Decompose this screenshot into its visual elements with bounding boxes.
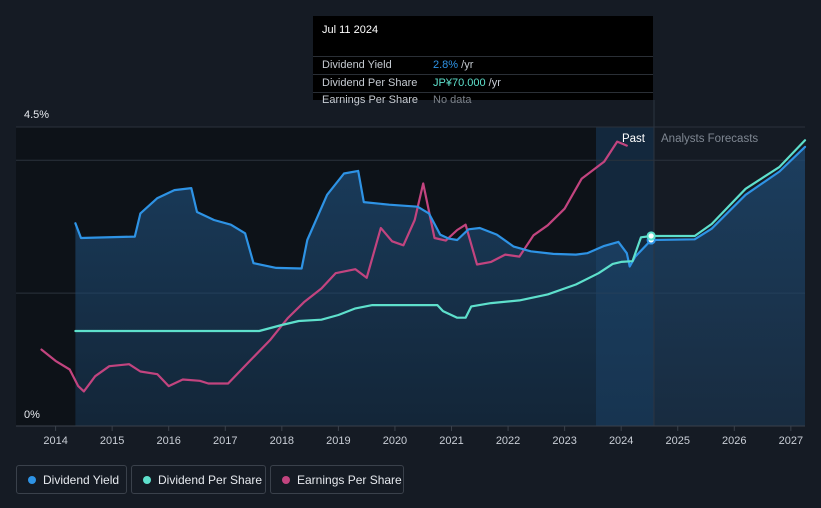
hover-marker-dividend-per-share bbox=[646, 231, 656, 241]
hover-markers bbox=[646, 231, 656, 245]
tooltip-row-eps-content: Earnings Per Share No data bbox=[313, 92, 653, 110]
series-line-dividend-per-share bbox=[74, 139, 807, 333]
x-tick-label: 2022 bbox=[496, 435, 520, 447]
y-label-top: 4.5% bbox=[24, 109, 49, 121]
x-tick-label: 2018 bbox=[270, 435, 294, 447]
series-area-dividend-yield bbox=[75, 146, 805, 426]
x-tick-label: 2025 bbox=[665, 435, 689, 447]
tooltip-row-value: JP¥70.000 bbox=[433, 77, 486, 89]
x-tick-label: 2027 bbox=[779, 435, 803, 447]
tooltip-row-dividend-yield: Dividend Yield 2.8% /yr bbox=[313, 56, 653, 74]
legend-label: Earnings Per Share bbox=[297, 473, 402, 487]
forecast-label: Analysts Forecasts bbox=[661, 133, 758, 145]
tooltip-date: Jul 11 2024 bbox=[322, 24, 379, 36]
tooltip-row-name: Earnings Per Share bbox=[322, 94, 418, 106]
series-line-earnings-per-share bbox=[40, 140, 628, 393]
x-tick-label: 2024 bbox=[609, 435, 633, 447]
legend-item-earnings-per-share[interactable]: Earnings Per Share bbox=[270, 465, 404, 494]
x-tick-label: 2014 bbox=[43, 435, 67, 447]
x-axis-ticks: 2014 2015 2016 2017 2018 2019 2020 2021 2022 2023… bbox=[43, 426, 803, 447]
past-label: Past bbox=[622, 133, 646, 145]
tooltip-row-value-wrap: 2.8% /yr bbox=[433, 59, 473, 71]
tooltip-row-value: No data bbox=[433, 94, 472, 106]
legend-label: Dividend Per Share bbox=[158, 473, 263, 487]
tooltip-row-unit: /yr bbox=[458, 59, 474, 71]
tooltip: Jul 11 2024 Dividend Yield 2.8% /yr Divi… bbox=[313, 16, 653, 106]
x-tick-label: 2017 bbox=[213, 435, 237, 447]
legend-item-dividend-yield[interactable]: Dividend Yield bbox=[16, 465, 127, 494]
tooltip-row-name: Dividend Per Share bbox=[322, 77, 418, 89]
legend-label: Dividend Yield bbox=[43, 473, 120, 487]
x-tick-label: 2019 bbox=[326, 435, 350, 447]
x-tick-label: 2023 bbox=[552, 435, 576, 447]
legend-item-dividend-per-share[interactable]: Dividend Per Share bbox=[131, 465, 266, 494]
x-tick-label: 2020 bbox=[383, 435, 407, 447]
legend-dot-icon bbox=[28, 476, 36, 484]
tooltip-row-dividend-per-share: Dividend Per Share JP¥70.000 /yr bbox=[313, 74, 653, 92]
legend-dot-icon bbox=[143, 476, 151, 484]
legend-dot-icon bbox=[282, 476, 290, 484]
series-line-dividend-yield bbox=[74, 145, 807, 270]
tooltip-row-unit: /yr bbox=[485, 77, 501, 89]
series-layer bbox=[40, 139, 807, 426]
x-tick-label: 2026 bbox=[722, 435, 746, 447]
x-tick-label: 2016 bbox=[156, 435, 180, 447]
tooltip-row-value: 2.8% bbox=[433, 59, 459, 71]
y-label-bottom: 0% bbox=[24, 409, 40, 421]
tooltip-row-name: Dividend Yield bbox=[322, 59, 392, 71]
tooltip-row-value-wrap: JP¥70.000 /yr bbox=[433, 77, 501, 89]
x-tick-label: 2021 bbox=[439, 435, 463, 447]
tooltip-row-earnings-per-share bbox=[313, 92, 653, 100]
x-tick-label: 2015 bbox=[100, 435, 124, 447]
